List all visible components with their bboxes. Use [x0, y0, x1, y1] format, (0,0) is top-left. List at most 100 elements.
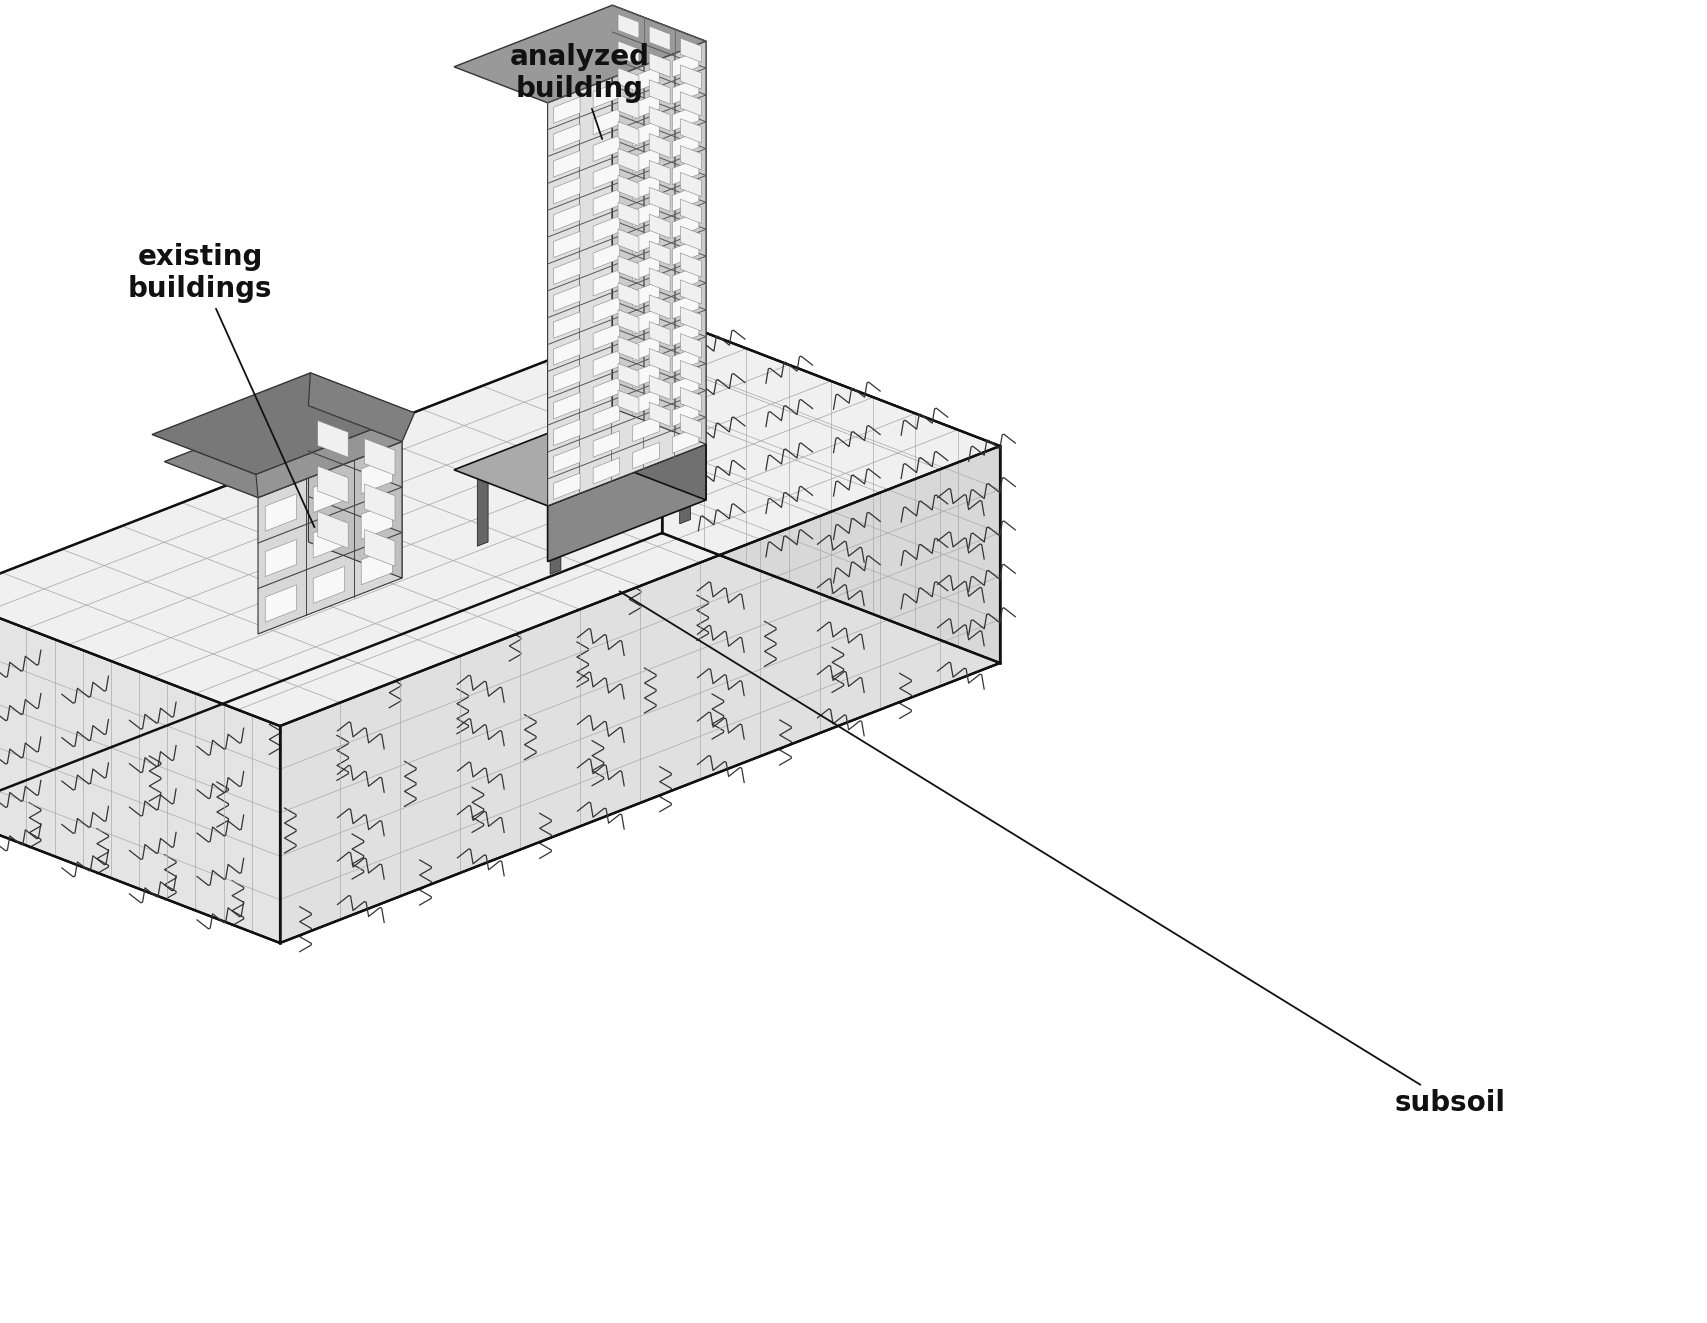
Polygon shape [679, 442, 690, 524]
Polygon shape [592, 351, 620, 377]
Polygon shape [592, 216, 620, 242]
Polygon shape [632, 361, 659, 388]
Polygon shape [550, 492, 560, 574]
Polygon shape [673, 185, 698, 212]
Polygon shape [360, 456, 393, 493]
Polygon shape [364, 529, 394, 566]
Polygon shape [592, 431, 620, 458]
Polygon shape [553, 365, 580, 392]
Polygon shape [632, 93, 659, 119]
Polygon shape [553, 284, 580, 311]
Polygon shape [553, 339, 580, 365]
Polygon shape [613, 5, 705, 445]
Polygon shape [618, 122, 638, 146]
Polygon shape [632, 308, 659, 335]
Polygon shape [679, 226, 702, 250]
Polygon shape [673, 50, 698, 77]
Polygon shape [553, 312, 580, 339]
Polygon shape [265, 585, 297, 622]
Polygon shape [553, 177, 580, 204]
Polygon shape [679, 414, 702, 438]
Polygon shape [673, 319, 698, 345]
Polygon shape [632, 120, 659, 147]
Polygon shape [606, 414, 618, 496]
Polygon shape [592, 296, 620, 323]
Polygon shape [318, 512, 348, 548]
Polygon shape [679, 388, 702, 411]
Polygon shape [632, 254, 659, 280]
Polygon shape [318, 466, 348, 503]
Polygon shape [360, 548, 393, 585]
Polygon shape [673, 427, 698, 454]
Polygon shape [632, 389, 659, 415]
Polygon shape [649, 321, 669, 345]
Polygon shape [553, 232, 580, 258]
Polygon shape [649, 348, 669, 373]
Polygon shape [618, 364, 638, 388]
Polygon shape [618, 310, 638, 333]
Polygon shape [679, 146, 702, 169]
Polygon shape [592, 163, 620, 188]
Polygon shape [454, 409, 705, 505]
Polygon shape [618, 390, 638, 414]
Polygon shape [360, 503, 393, 540]
Polygon shape [152, 373, 415, 475]
Polygon shape [364, 484, 394, 521]
Polygon shape [592, 242, 620, 269]
Polygon shape [553, 446, 580, 472]
Polygon shape [618, 229, 638, 253]
Polygon shape [553, 151, 580, 177]
Polygon shape [632, 66, 659, 93]
Polygon shape [632, 280, 659, 307]
Polygon shape [164, 406, 401, 497]
Polygon shape [679, 65, 702, 89]
Polygon shape [318, 421, 348, 458]
Polygon shape [364, 438, 394, 475]
Polygon shape [553, 393, 580, 419]
Polygon shape [673, 105, 698, 131]
Polygon shape [592, 458, 620, 484]
Polygon shape [649, 402, 669, 426]
Polygon shape [548, 445, 705, 561]
Polygon shape [592, 189, 620, 216]
Polygon shape [673, 400, 698, 426]
Polygon shape [618, 283, 638, 307]
Text: existing
buildings: existing buildings [128, 243, 314, 528]
Polygon shape [649, 107, 669, 131]
Polygon shape [673, 373, 698, 400]
Polygon shape [649, 241, 669, 265]
Polygon shape [553, 419, 580, 446]
Polygon shape [454, 5, 705, 103]
Polygon shape [592, 108, 620, 135]
Polygon shape [679, 360, 702, 385]
Polygon shape [618, 15, 638, 38]
Polygon shape [632, 335, 659, 361]
Text: subsoil: subsoil [620, 591, 1504, 1117]
Polygon shape [673, 238, 698, 265]
Polygon shape [673, 212, 698, 238]
Polygon shape [618, 175, 638, 200]
Polygon shape [679, 280, 702, 304]
Polygon shape [618, 148, 638, 172]
Text: analyzed
building: analyzed building [510, 44, 650, 139]
Polygon shape [618, 255, 638, 280]
Polygon shape [649, 26, 669, 50]
Polygon shape [618, 41, 638, 65]
Polygon shape [679, 119, 702, 143]
Polygon shape [673, 159, 698, 185]
Polygon shape [0, 595, 280, 943]
Polygon shape [553, 97, 580, 123]
Polygon shape [309, 373, 415, 442]
Polygon shape [280, 446, 999, 943]
Polygon shape [312, 521, 345, 558]
Polygon shape [649, 376, 669, 400]
Polygon shape [0, 316, 999, 726]
Polygon shape [592, 82, 620, 108]
Polygon shape [679, 200, 702, 224]
Polygon shape [312, 566, 345, 603]
Polygon shape [649, 214, 669, 238]
Polygon shape [618, 202, 638, 226]
Polygon shape [312, 475, 345, 512]
Polygon shape [553, 204, 580, 230]
Polygon shape [649, 134, 669, 157]
